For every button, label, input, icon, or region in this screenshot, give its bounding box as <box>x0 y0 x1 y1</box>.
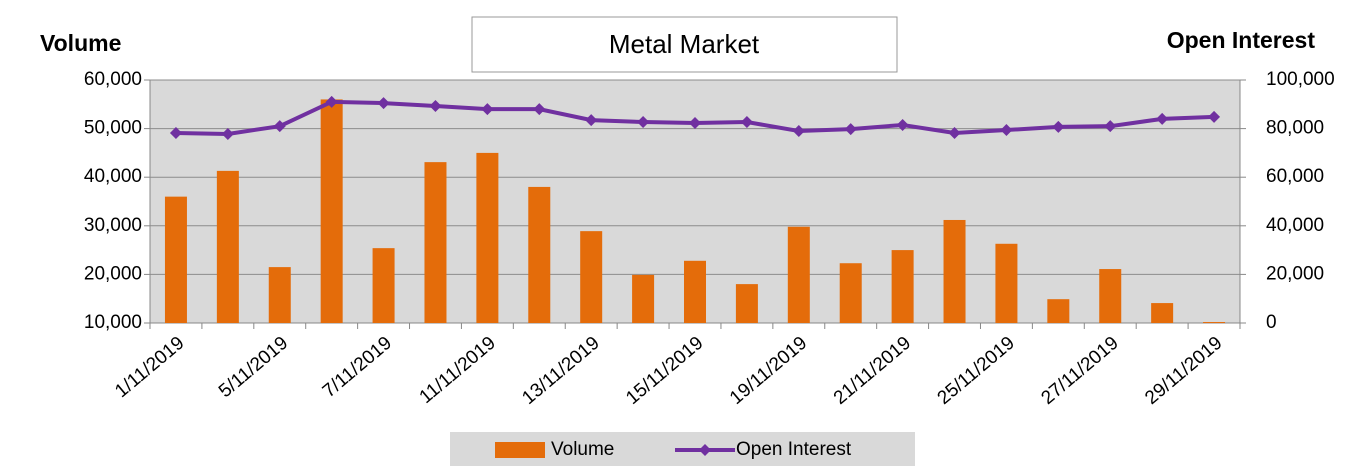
line-marker <box>637 116 650 129</box>
chart-title: Metal Market <box>609 29 760 59</box>
y2-tick-label: 60,000 <box>1266 166 1324 187</box>
bar <box>528 186 551 323</box>
bar <box>372 248 395 323</box>
y-tick-label: 20,000 <box>84 263 142 284</box>
line-marker <box>740 116 753 129</box>
line-marker <box>948 126 961 139</box>
y2-tick-label: 100,000 <box>1266 69 1335 90</box>
x-tick-label: 5/11/2019 <box>215 333 292 403</box>
line-marker <box>844 123 857 136</box>
bar <box>1203 322 1226 324</box>
line-marker <box>585 114 598 127</box>
line-marker <box>481 103 494 116</box>
bar <box>943 219 966 323</box>
bar <box>216 170 239 323</box>
line-marker <box>1156 112 1169 125</box>
x-tick-label: 25/11/2019 <box>934 333 1019 409</box>
x-tick-label: 27/11/2019 <box>1037 333 1122 409</box>
line-marker <box>325 95 338 108</box>
bar <box>164 196 187 323</box>
legend-marker <box>699 444 711 456</box>
bar <box>1099 269 1122 323</box>
line-marker <box>1104 120 1117 133</box>
line-marker <box>169 126 182 139</box>
y-tick-label: 50,000 <box>84 118 142 139</box>
bar <box>735 284 758 323</box>
title-box <box>471 16 898 73</box>
line-marker <box>377 97 390 110</box>
x-tick-label: 19/11/2019 <box>726 333 811 409</box>
y-axis-title: Volume <box>40 30 121 56</box>
line-marker <box>1000 124 1013 137</box>
y-tick-label: 10,000 <box>84 312 142 333</box>
y2-tick-label: 80,000 <box>1266 118 1324 139</box>
x-tick-label: 11/11/2019 <box>416 333 500 408</box>
line-marker <box>689 117 701 130</box>
bar <box>320 99 343 323</box>
x-tick-label: 29/11/2019 <box>1141 333 1226 409</box>
x-tick-label: 21/11/2019 <box>830 333 915 409</box>
bar <box>1151 303 1174 323</box>
bar <box>787 226 810 323</box>
x-tick-label: 13/11/2019 <box>518 333 603 409</box>
y-tick-label: 40,000 <box>84 166 142 187</box>
y-tick-label: 30,000 <box>84 215 142 236</box>
bar <box>580 231 603 323</box>
x-tick-label: 15/11/2019 <box>622 333 707 409</box>
x-tick-label: 1/11/2019 <box>111 333 188 403</box>
line-marker <box>533 103 546 116</box>
bar <box>684 260 706 323</box>
legend-label: Volume <box>551 439 614 460</box>
line-marker <box>1052 120 1065 133</box>
line-marker <box>792 125 805 138</box>
line-marker <box>273 120 286 133</box>
bar <box>839 263 862 323</box>
legend-label: Open Interest <box>736 439 852 460</box>
y2-axis-title: Open Interest <box>1167 27 1316 53</box>
line-marker <box>1208 110 1221 123</box>
x-tick-label: 7/11/2019 <box>319 333 396 403</box>
bar <box>995 243 1018 323</box>
y2-tick-label: 0 <box>1266 312 1277 333</box>
y-tick-label: 60,000 <box>84 69 142 90</box>
line-marker <box>429 100 442 113</box>
bar <box>424 162 447 323</box>
legend-swatch <box>495 442 545 458</box>
y2-tick-label: 20,000 <box>1266 263 1324 284</box>
bar <box>891 250 914 323</box>
line-marker <box>221 127 234 140</box>
bar <box>1047 299 1070 323</box>
bar <box>268 267 291 323</box>
y2-tick-label: 40,000 <box>1266 215 1324 236</box>
bar <box>632 274 655 323</box>
bar <box>476 152 499 323</box>
line-marker <box>896 118 909 131</box>
